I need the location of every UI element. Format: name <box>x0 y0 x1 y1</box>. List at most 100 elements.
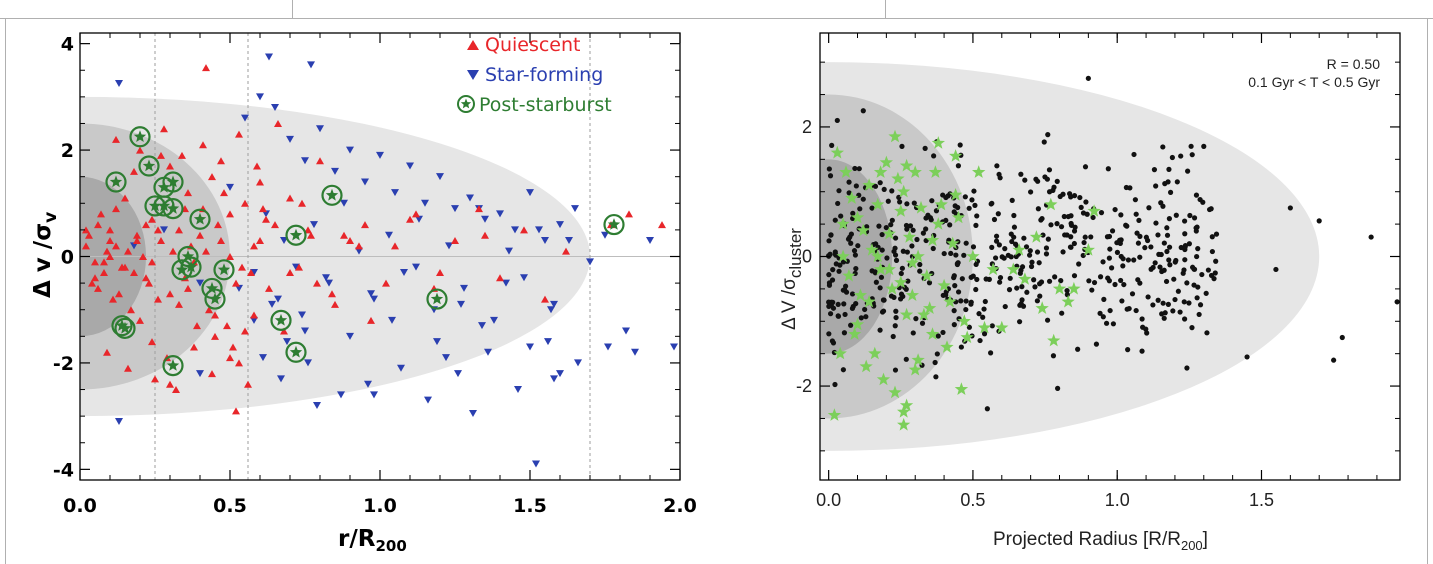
quiescent-point <box>208 370 216 378</box>
galaxy-dot <box>941 250 947 257</box>
star-forming-point <box>550 375 558 383</box>
galaxy-dot <box>1071 240 1077 247</box>
galaxy-dot <box>883 224 889 231</box>
quiescent-point <box>82 242 90 250</box>
galaxy-dot <box>1197 302 1204 308</box>
left-x-axis-title-sub: 200 <box>375 537 406 555</box>
star-forming-point <box>505 247 513 255</box>
quiescent-point <box>166 162 174 170</box>
galaxy-dot <box>1164 232 1171 238</box>
galaxy-dot <box>1120 256 1126 262</box>
post-starburst-ring <box>204 288 226 310</box>
galaxy-dot <box>1150 302 1156 308</box>
galaxy-dot <box>963 306 969 313</box>
quiescent-point <box>328 290 336 298</box>
quiescent-point <box>562 247 570 255</box>
galaxy-dot <box>1121 281 1127 288</box>
galaxy-dot <box>1175 288 1181 294</box>
galaxy-dot <box>977 337 983 344</box>
star-forming-point <box>346 146 354 154</box>
galaxy-dot <box>1191 266 1197 272</box>
left-x-tick-label: 0.0 <box>63 495 97 517</box>
star-forming-point <box>601 231 609 239</box>
galaxy-dot <box>1166 166 1172 172</box>
galaxy-dot <box>836 188 842 194</box>
green-star-point <box>897 405 911 418</box>
star-forming-point <box>406 162 414 170</box>
galaxy-dot <box>1164 225 1170 231</box>
green-star-point <box>899 307 914 321</box>
galaxy-dot <box>1200 199 1206 205</box>
green-star-point <box>911 249 925 263</box>
legend-marker-post-starburst <box>457 95 475 113</box>
galaxy-dot <box>827 251 833 257</box>
galaxy-dot <box>1064 292 1070 298</box>
galaxy-dot <box>989 200 995 206</box>
quiescent-point <box>211 332 219 340</box>
quiescent-point <box>226 253 234 260</box>
quiescent-point <box>331 300 339 308</box>
galaxy-dot <box>989 244 995 250</box>
galaxy-dot <box>1009 238 1015 245</box>
galaxy-dot <box>1114 249 1121 255</box>
green-star-point <box>937 278 951 292</box>
galaxy-dot <box>905 278 911 284</box>
quiescent-point <box>91 258 99 266</box>
quiescent-point <box>154 226 162 234</box>
galaxy-dot <box>1123 184 1129 191</box>
galaxy-dot <box>1033 176 1039 182</box>
galaxy-dot <box>1107 246 1113 252</box>
green-star-point <box>911 353 925 366</box>
galaxy-dot <box>1203 290 1209 296</box>
galaxy-dot <box>893 314 899 321</box>
green-star-point <box>871 249 885 263</box>
galaxy-dot <box>951 308 957 314</box>
star-forming-point <box>226 183 234 191</box>
galaxy-dot <box>963 298 969 304</box>
galaxy-dot <box>1131 151 1137 158</box>
star-forming-point <box>400 268 408 276</box>
quiescent-point <box>148 215 156 223</box>
galaxy-dot <box>943 217 949 224</box>
galaxy-dot <box>1133 211 1139 217</box>
galaxy-dot <box>830 267 836 273</box>
quiescent-point <box>253 162 261 170</box>
quiescent-point <box>274 119 282 127</box>
galaxy-dot <box>1186 300 1192 306</box>
left-x-axis-title: r/R200 <box>338 526 407 555</box>
galaxy-dot <box>1151 167 1158 173</box>
galaxy-dot <box>889 188 895 194</box>
star-forming-point <box>496 210 504 218</box>
green-star-point <box>951 210 966 224</box>
galaxy-dot <box>835 313 841 319</box>
star-forming-point <box>550 300 558 308</box>
right-x-axis-title-main: Projected Radius [R/R <box>993 529 1181 550</box>
galaxy-dot <box>1062 232 1068 238</box>
quiescent-point <box>115 290 123 298</box>
galaxy-dot <box>1172 259 1178 265</box>
star-forming-point <box>301 157 309 165</box>
galaxy-dot <box>961 252 967 258</box>
star-forming-point <box>586 258 594 266</box>
green-star-point <box>845 191 859 204</box>
galaxy-dot <box>1060 191 1066 197</box>
star-forming-point <box>526 189 534 197</box>
galaxy-dot <box>957 142 963 148</box>
green-star-point <box>934 197 948 211</box>
galaxy-dot <box>1083 199 1089 205</box>
galaxy-dot <box>1089 287 1095 293</box>
star-forming-point <box>271 104 279 111</box>
galaxy-dot <box>923 226 929 232</box>
galaxy-dot <box>1110 321 1116 327</box>
star-forming-point <box>367 290 375 298</box>
quiescent-point <box>658 221 666 229</box>
galaxy-dot <box>884 255 890 261</box>
galaxy-dot <box>1157 264 1163 270</box>
quiescent-point <box>475 205 483 213</box>
star-forming-point <box>196 279 204 287</box>
galaxy-dot <box>1160 300 1166 306</box>
right-x-tick-label: 1.5 <box>1249 490 1274 510</box>
quiescent-point <box>196 231 204 239</box>
quiescent-point <box>262 215 270 223</box>
legend-star-post-starburst <box>460 98 472 109</box>
